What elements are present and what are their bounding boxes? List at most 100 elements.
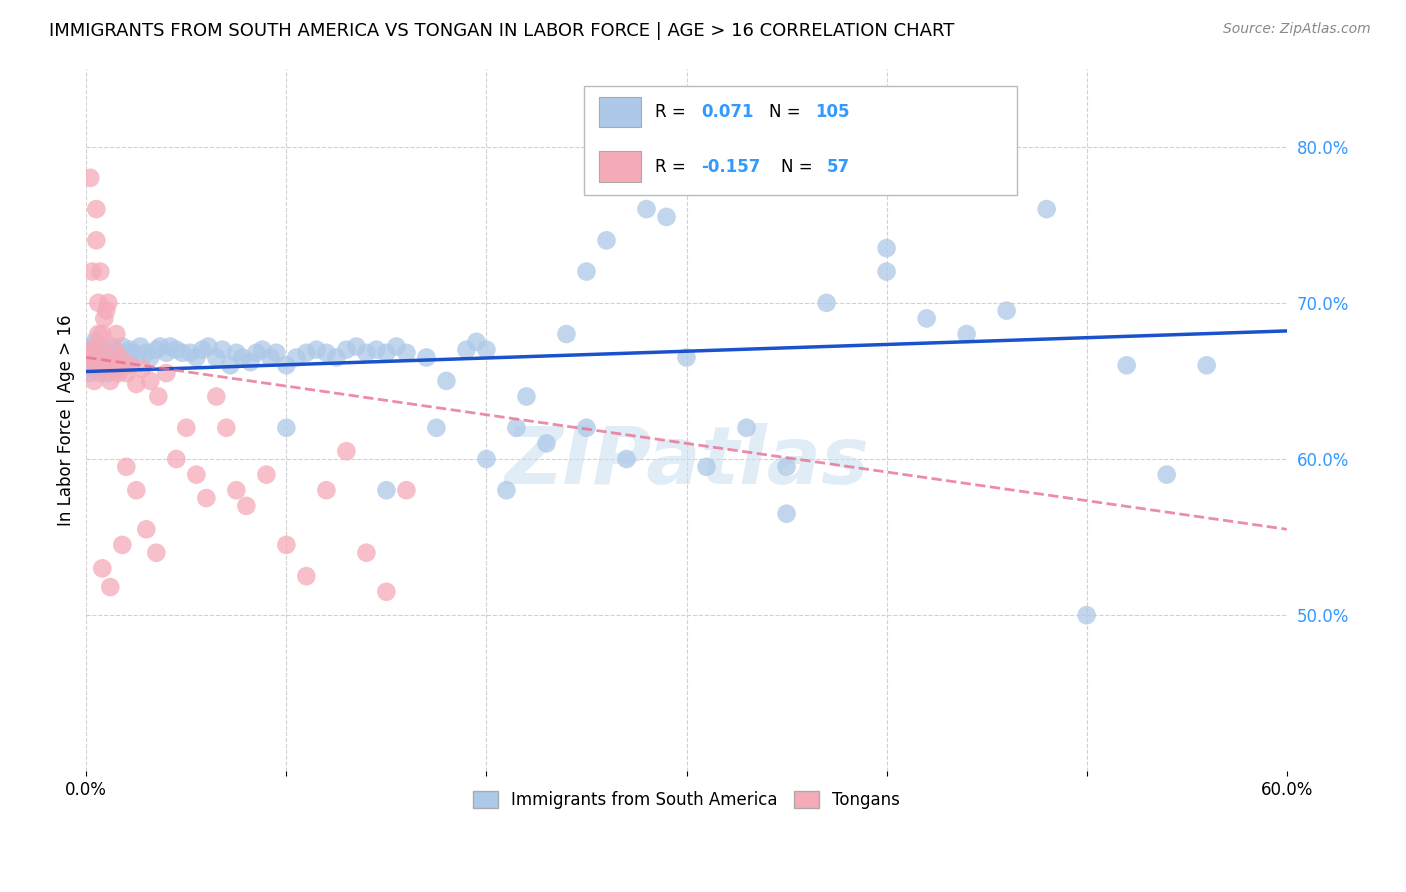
Point — [87, 295, 110, 310]
Point — [96, 346, 118, 360]
Point — [117, 351, 139, 365]
Point — [876, 264, 898, 278]
Point — [84, 233, 107, 247]
Point — [115, 366, 138, 380]
Point — [515, 390, 537, 404]
Bar — [599, 97, 641, 128]
Point — [77, 359, 100, 373]
Point — [91, 339, 114, 353]
Point — [79, 355, 101, 369]
Point — [145, 546, 167, 560]
Point — [105, 346, 128, 360]
Point — [98, 351, 121, 365]
Text: N =: N = — [769, 103, 801, 121]
Point — [385, 339, 408, 353]
Point — [93, 361, 115, 376]
Point — [111, 538, 134, 552]
Point — [165, 343, 187, 357]
Point — [191, 343, 214, 357]
Point — [87, 351, 110, 365]
Point — [195, 491, 218, 505]
Point — [356, 546, 378, 560]
Point — [266, 346, 288, 360]
Point — [254, 467, 277, 482]
Point — [475, 343, 498, 357]
Point — [115, 359, 138, 373]
Point — [165, 452, 187, 467]
Point — [84, 361, 107, 376]
Point — [101, 359, 124, 373]
Point — [636, 202, 658, 216]
Point — [110, 351, 132, 365]
Point — [82, 346, 104, 360]
Point — [91, 359, 114, 373]
Point — [186, 351, 208, 365]
Point — [135, 522, 157, 536]
Point — [93, 311, 115, 326]
Point — [159, 339, 181, 353]
Point — [110, 351, 132, 365]
Point — [97, 366, 120, 380]
Point — [955, 326, 977, 341]
Point — [344, 339, 367, 353]
Point — [111, 359, 134, 373]
Point — [915, 311, 938, 326]
Point — [315, 483, 337, 498]
Point — [93, 351, 115, 365]
Point — [595, 233, 617, 247]
Point — [245, 346, 267, 360]
Point — [125, 483, 148, 498]
Point — [83, 359, 105, 373]
Point — [219, 359, 242, 373]
Point — [276, 538, 298, 552]
Point — [295, 346, 318, 360]
Point — [87, 359, 110, 373]
Point — [995, 303, 1018, 318]
Point — [555, 326, 578, 341]
Point — [366, 343, 388, 357]
Point — [131, 361, 153, 376]
Point — [575, 421, 598, 435]
Point — [172, 346, 194, 360]
Point — [83, 343, 105, 357]
Point — [179, 346, 201, 360]
Point — [231, 351, 253, 365]
Point — [815, 295, 838, 310]
Text: 57: 57 — [827, 158, 851, 176]
Text: -0.157: -0.157 — [702, 158, 761, 176]
Point — [84, 351, 107, 365]
Point — [775, 459, 797, 474]
Point — [155, 366, 177, 380]
Point — [79, 366, 101, 380]
Point — [775, 507, 797, 521]
Point — [115, 459, 138, 474]
Point — [93, 361, 115, 376]
Point — [225, 483, 247, 498]
Point — [325, 351, 347, 365]
Point — [98, 580, 121, 594]
Point — [82, 264, 104, 278]
Point — [89, 264, 111, 278]
Point — [107, 366, 129, 380]
Text: Source: ZipAtlas.com: Source: ZipAtlas.com — [1223, 22, 1371, 37]
Point — [415, 351, 437, 365]
Point — [98, 374, 121, 388]
Point — [239, 355, 262, 369]
Point — [96, 359, 118, 373]
Point — [103, 359, 125, 373]
Point — [1076, 608, 1098, 623]
Point — [375, 483, 398, 498]
Point — [505, 421, 527, 435]
Point — [125, 377, 148, 392]
Point — [495, 483, 517, 498]
Point — [536, 436, 558, 450]
Point — [655, 210, 678, 224]
Point — [91, 561, 114, 575]
Point — [285, 351, 308, 365]
Point — [1156, 467, 1178, 482]
Point — [107, 361, 129, 376]
Point — [83, 334, 105, 349]
Point — [335, 444, 357, 458]
Point — [675, 351, 697, 365]
Point — [79, 170, 101, 185]
